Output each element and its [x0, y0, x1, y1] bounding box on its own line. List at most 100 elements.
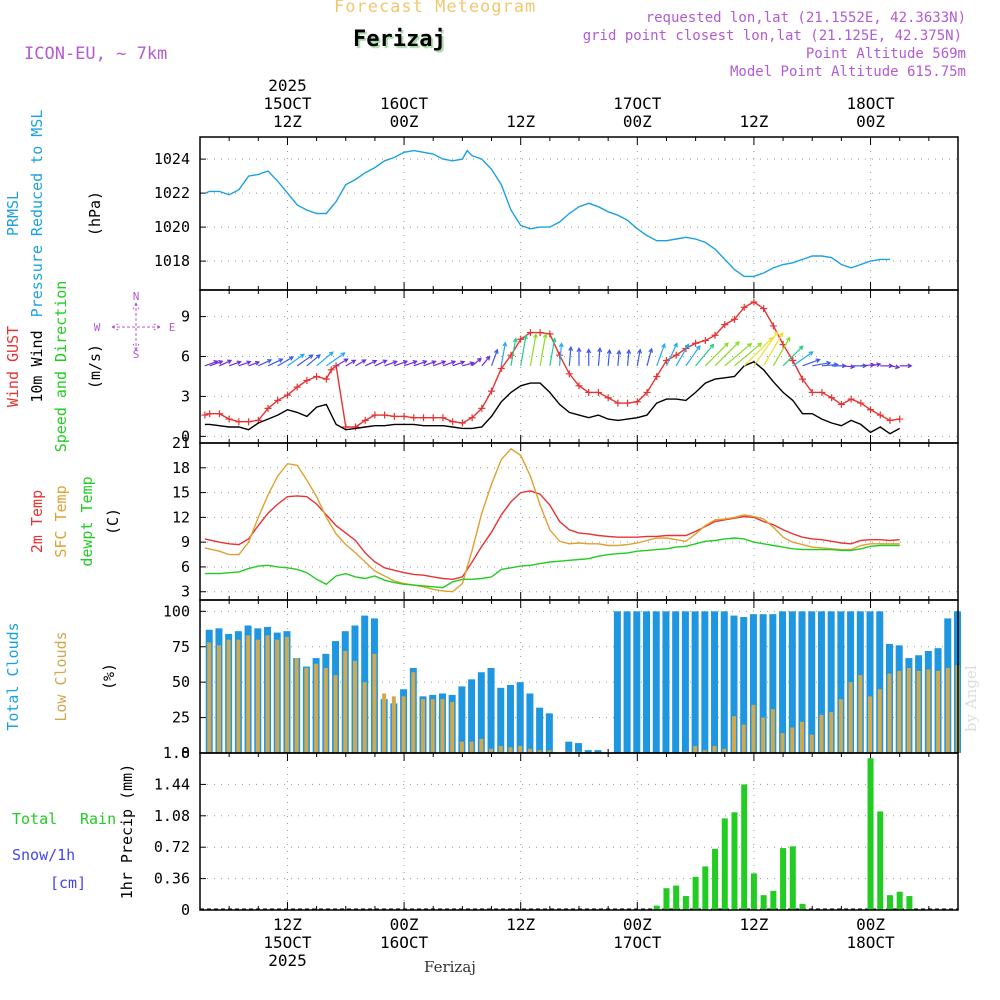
total-cloud-bar — [788, 611, 796, 753]
low-cloud-bar — [314, 663, 319, 753]
total-cloud-bar — [779, 611, 787, 753]
bottom-tick-label: 12Z — [739, 915, 768, 934]
wind-arrow-head — [502, 341, 508, 347]
compass-e: E — [169, 321, 176, 334]
low-cloud-bar — [207, 642, 212, 753]
gust-marker — [799, 375, 807, 383]
gust-marker — [264, 404, 272, 412]
wind-arrow-head — [351, 359, 357, 365]
rain-bar — [906, 896, 913, 910]
total-cloud-bar — [730, 615, 738, 753]
total-cloud-bar — [866, 611, 874, 753]
low-cloud-bar — [430, 699, 435, 753]
wind-arrow-head — [626, 348, 632, 354]
gust-marker — [381, 411, 389, 419]
gust-marker — [449, 418, 457, 426]
pressure-frame — [199, 136, 959, 291]
low-cloud-bar — [819, 714, 824, 753]
total-cloud-bar — [545, 713, 553, 753]
low-cloud-bar — [479, 738, 484, 753]
gust-marker — [410, 414, 418, 422]
total-cloud-bar — [701, 611, 709, 753]
gust-marker — [206, 410, 214, 418]
gust-marker — [624, 399, 632, 407]
wind-arrow-head — [382, 359, 388, 365]
wind-arrow — [335, 358, 348, 367]
pressure-y-tick-label: 1022 — [154, 184, 190, 202]
pressure-y-tick-label: 1018 — [154, 252, 190, 270]
wind-arrow-head — [876, 362, 882, 368]
wind-arrow — [665, 343, 678, 367]
wind-arrow — [607, 350, 611, 366]
gust-marker — [847, 395, 855, 403]
location-title: Ferizaj — [353, 27, 446, 52]
wind-arrow-head — [431, 360, 437, 365]
gust-marker — [769, 322, 777, 330]
rain-bar — [663, 888, 670, 910]
wind-arrow-head — [597, 347, 603, 353]
low-cloud-bar — [391, 696, 396, 753]
low-cloud-bar — [323, 668, 328, 753]
gust-marker — [643, 388, 651, 396]
total-cloud-bar — [847, 611, 855, 753]
temp-grid — [200, 443, 958, 600]
total-cloud-bar — [594, 750, 602, 753]
wind-arrow-head — [586, 348, 592, 354]
wind-arrow-head — [695, 344, 701, 351]
low-cloud-bar — [226, 639, 231, 753]
gust-marker — [361, 416, 369, 424]
gust-marker — [867, 406, 875, 414]
wind-arrow-head — [542, 333, 548, 339]
wind-arrow-head — [278, 358, 284, 363]
total-cloud-bar — [506, 685, 514, 753]
wind-arrow — [403, 360, 417, 367]
wind-arrow — [617, 350, 620, 366]
low-cloud-bar — [352, 660, 357, 753]
top-tick-label: 00Z — [623, 112, 652, 131]
gust-marker — [633, 398, 641, 406]
wind-arrow-head — [826, 360, 832, 366]
rain-bar — [896, 891, 903, 910]
wind-arrow — [704, 342, 729, 367]
gust-marker — [760, 305, 768, 313]
gust-marker — [740, 303, 748, 311]
clouds-side-label: (%) — [100, 663, 118, 690]
wind-arrow — [219, 359, 232, 367]
low-cloud-bar — [498, 745, 503, 753]
wind-arrow-head — [340, 352, 346, 357]
wind-side-label: 10m Wind — [28, 330, 46, 402]
low-cloud-bar — [469, 741, 474, 753]
rain-bar — [760, 895, 767, 910]
wind-arrow — [772, 337, 791, 367]
pressure-side-label: (hPa) — [86, 191, 104, 236]
wind-arrow-head — [551, 337, 557, 343]
low-cloud-bar — [848, 682, 853, 753]
rain-bar — [692, 876, 699, 910]
rain-bar — [886, 895, 893, 910]
compass-s: S — [133, 348, 140, 361]
low-cloud-bar — [858, 675, 863, 753]
low-cloud-bar — [527, 748, 532, 753]
wind-arrow-head — [476, 357, 482, 363]
wind-arrow — [558, 343, 563, 366]
gust-marker — [429, 414, 437, 422]
wind-arrow — [626, 350, 630, 366]
bottom-tick-label: 12Z — [506, 915, 535, 934]
wind-arrow — [685, 345, 701, 367]
wind-side-label: Speed and Direction — [52, 281, 70, 453]
wind-arrow — [714, 341, 740, 367]
pressure-y-tick-label: 1020 — [154, 218, 190, 236]
wind-arrow-head — [637, 348, 643, 354]
wind-y-tick-label: 0 — [181, 427, 190, 445]
panel-wind: 0 3 6 9 N S W E Wind GUST 10m Wind Speed and Direc… — [4, 281, 959, 453]
model-label: ICON-EU, ~ 7km — [24, 44, 168, 64]
series-sfc-temp — [204, 447, 900, 593]
wind-arrow-head — [493, 348, 499, 354]
total-cloud-bar — [623, 611, 631, 753]
temp-y-tick-label: 9 — [181, 533, 190, 551]
wind-arrow-head — [441, 360, 447, 365]
wind-arrow-head — [773, 330, 779, 336]
low-cloud-bar — [877, 689, 882, 753]
wind-arrow-head — [684, 343, 690, 349]
